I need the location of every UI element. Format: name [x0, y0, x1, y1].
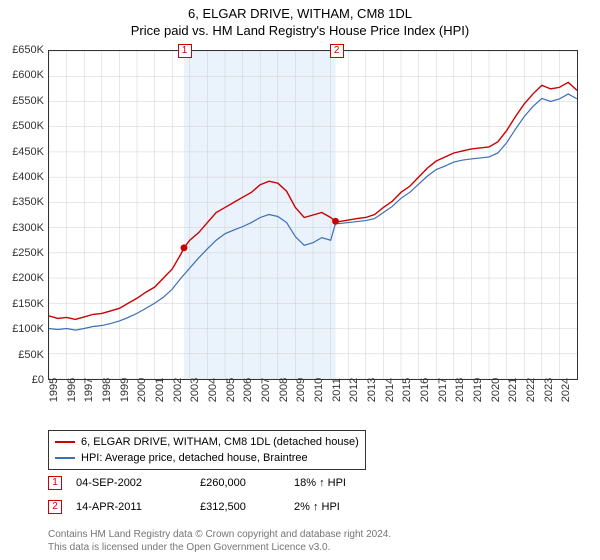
x-tick-label: 2017 [437, 378, 449, 402]
sale-delta: 2% ↑ HPI [294, 501, 340, 513]
sale-date: 04-SEP-2002 [76, 477, 186, 489]
legend-text: HPI: Average price, detached house, Brai… [81, 452, 308, 464]
x-tick-label: 2003 [189, 378, 201, 402]
y-tick-label: £0 [32, 374, 44, 386]
sale-date: 14-APR-2011 [76, 501, 186, 513]
x-tick-label: 2024 [560, 378, 572, 402]
sale-delta: 18% ↑ HPI [294, 477, 346, 489]
legend-item: 6, ELGAR DRIVE, WITHAM, CM8 1DL (detache… [55, 434, 359, 450]
legend-swatch [55, 441, 75, 443]
x-tick-label: 2005 [225, 378, 237, 402]
y-tick-label: £300K [12, 222, 44, 234]
chart-title: 6, ELGAR DRIVE, WITHAM, CM8 1DL [0, 0, 600, 21]
x-tick-label: 2008 [278, 378, 290, 402]
x-tick-label: 2002 [172, 378, 184, 402]
sale-marker-badge: 2 [330, 44, 344, 58]
y-tick-label: £550K [12, 95, 44, 107]
x-tick-label: 2014 [384, 378, 396, 402]
legend: 6, ELGAR DRIVE, WITHAM, CM8 1DL (detache… [48, 430, 366, 470]
x-tick-label: 2015 [401, 378, 413, 402]
footer: Contains HM Land Registry data © Crown c… [48, 528, 391, 554]
x-axis-labels: 1995199619971998199920002001200220032004… [48, 384, 578, 424]
x-tick-label: 1995 [48, 378, 60, 402]
y-tick-label: £200K [12, 272, 44, 284]
x-tick-label: 2007 [260, 378, 272, 402]
sale-badge: 1 [48, 476, 62, 490]
x-tick-label: 1996 [66, 378, 78, 402]
sale-price: £312,500 [200, 501, 280, 513]
sale-row: 2 14-APR-2011 £312,500 2% ↑ HPI [48, 500, 578, 514]
y-tick-label: £150K [12, 298, 44, 310]
x-tick-label: 2006 [242, 378, 254, 402]
x-tick-label: 2020 [490, 378, 502, 402]
plot-area: 12 [48, 50, 578, 380]
x-tick-label: 1997 [83, 378, 95, 402]
y-tick-label: £600K [12, 69, 44, 81]
y-tick-label: £500K [12, 120, 44, 132]
x-tick-label: 2023 [543, 378, 555, 402]
y-tick-label: £450K [12, 146, 44, 158]
sale-marker-badge: 1 [178, 44, 192, 58]
sale-row: 1 04-SEP-2002 £260,000 18% ↑ HPI [48, 476, 578, 490]
x-tick-label: 1999 [119, 378, 131, 402]
sale-badge: 2 [48, 500, 62, 514]
x-tick-label: 2012 [348, 378, 360, 402]
x-tick-label: 1998 [101, 378, 113, 402]
footer-line: Contains HM Land Registry data © Crown c… [48, 528, 391, 541]
legend-item: HPI: Average price, detached house, Brai… [55, 450, 359, 466]
footer-line: This data is licensed under the Open Gov… [48, 541, 391, 554]
chart-container: 6, ELGAR DRIVE, WITHAM, CM8 1DL Price pa… [0, 0, 600, 560]
x-tick-label: 2001 [154, 378, 166, 402]
x-tick-label: 2019 [472, 378, 484, 402]
legend-text: 6, ELGAR DRIVE, WITHAM, CM8 1DL (detache… [81, 436, 359, 448]
x-tick-label: 2010 [313, 378, 325, 402]
x-tick-label: 2016 [419, 378, 431, 402]
x-tick-label: 2021 [507, 378, 519, 402]
y-axis-labels: £0£50K£100K£150K£200K£250K£300K£350K£400… [0, 50, 46, 380]
plot-svg [49, 51, 577, 379]
x-tick-label: 2004 [207, 378, 219, 402]
x-tick-label: 2013 [366, 378, 378, 402]
x-tick-label: 2011 [331, 378, 343, 402]
y-tick-label: £650K [12, 44, 44, 56]
y-tick-label: £50K [18, 349, 44, 361]
x-tick-label: 2000 [136, 378, 148, 402]
x-tick-label: 2022 [525, 378, 537, 402]
legend-swatch [55, 457, 75, 459]
y-tick-label: £350K [12, 196, 44, 208]
sale-price: £260,000 [200, 477, 280, 489]
y-tick-label: £400K [12, 171, 44, 183]
y-tick-label: £100K [12, 323, 44, 335]
x-tick-label: 2018 [454, 378, 466, 402]
y-tick-label: £250K [12, 247, 44, 259]
chart-subtitle: Price paid vs. HM Land Registry's House … [0, 21, 600, 38]
x-tick-label: 2009 [295, 378, 307, 402]
